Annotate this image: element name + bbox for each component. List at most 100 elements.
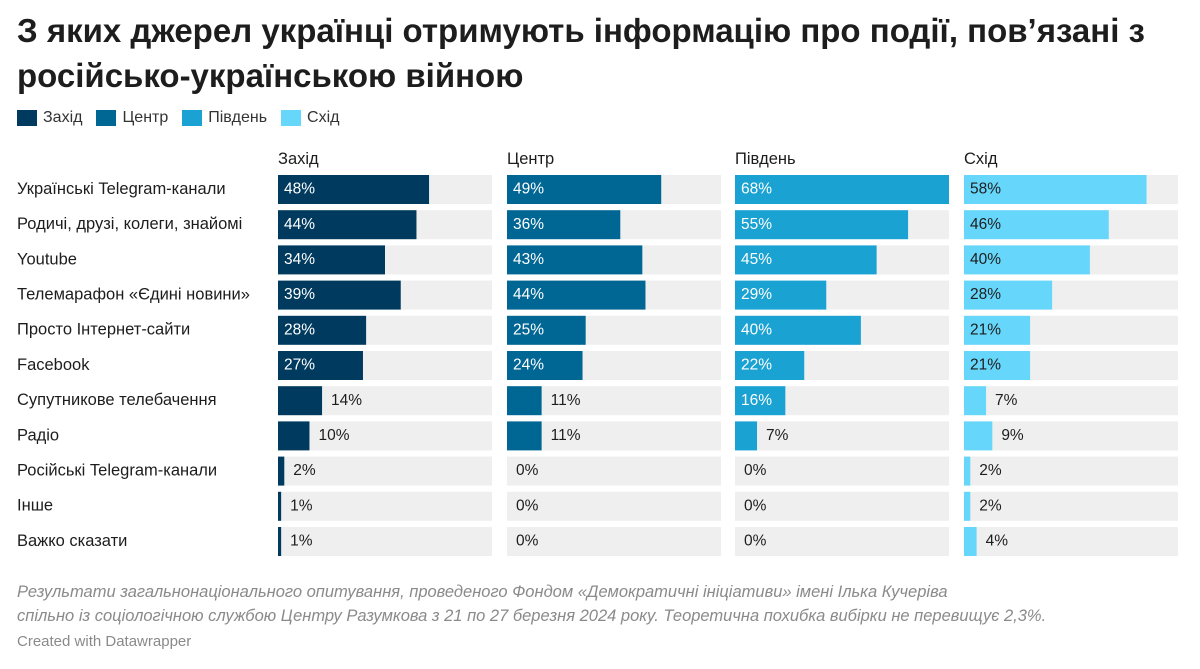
- bar-chart: Українські Telegram-канали Родичі, друзі,…: [0, 140, 1200, 570]
- bar: [278, 351, 363, 380]
- bar: [507, 175, 662, 204]
- value-label: 40%: [970, 251, 1001, 268]
- value-label: 39%: [284, 286, 315, 303]
- bar-background: [735, 527, 949, 556]
- legend: Захід Центр Південь Схід: [17, 107, 353, 129]
- value-label: 7%: [766, 427, 789, 444]
- bar: [964, 315, 1031, 345]
- legend-label-skhid: Схід: [307, 109, 340, 126]
- value-label: 43%: [513, 251, 544, 268]
- value-label: 1%: [290, 497, 313, 514]
- bar-background: [964, 491, 1178, 521]
- value-label: 25%: [513, 321, 544, 338]
- legend-item-zakhid: Захід: [17, 109, 82, 127]
- bar: [735, 175, 949, 204]
- value-label: 21%: [970, 321, 1001, 338]
- bar-background: [964, 456, 1178, 486]
- bar: [507, 386, 542, 416]
- legend-swatch-tsentr: [96, 110, 117, 126]
- legend-item-tsentr: Центр: [96, 109, 168, 127]
- bar: [735, 245, 877, 275]
- value-label: 24%: [513, 357, 544, 374]
- bar: [278, 421, 310, 451]
- panel-header: Південь: [735, 150, 796, 168]
- bar: [964, 386, 987, 416]
- bar: [735, 210, 909, 240]
- legend-label-pivden: Південь: [208, 109, 268, 126]
- value-label: 0%: [744, 497, 767, 514]
- bar: [964, 175, 1147, 204]
- value-label: 29%: [741, 286, 772, 303]
- value-label: 22%: [741, 357, 772, 374]
- bar-background: [964, 421, 1178, 451]
- bar-background: [507, 491, 721, 521]
- bar-background: [278, 421, 492, 451]
- value-label: 44%: [513, 286, 544, 303]
- value-label: 44%: [284, 216, 315, 233]
- value-label: 11%: [551, 427, 581, 444]
- bar: [278, 491, 282, 521]
- value-label: 49%: [513, 181, 544, 198]
- category-label: Супутникове телебачення: [17, 391, 217, 409]
- panel-header: Центр: [507, 150, 554, 168]
- value-label: 16%: [741, 392, 772, 409]
- bar-background: [735, 456, 949, 486]
- bar-background: [964, 527, 1178, 556]
- bar: [278, 456, 285, 486]
- value-label: 11%: [551, 392, 581, 409]
- bar-background: [507, 456, 721, 486]
- value-label: 7%: [995, 392, 1018, 409]
- bar-background: [278, 456, 492, 486]
- bar: [964, 210, 1109, 240]
- value-label: 55%: [741, 216, 772, 233]
- bar: [964, 245, 1090, 275]
- bar: [507, 210, 621, 240]
- value-label: 58%: [970, 181, 1001, 198]
- value-label: 0%: [744, 533, 767, 550]
- chart-svg: Українські Telegram-канали Родичі, друзі,…: [17, 150, 1178, 556]
- value-label: 28%: [970, 286, 1001, 303]
- bar: [964, 527, 977, 556]
- value-label: 0%: [516, 462, 539, 479]
- bar: [507, 351, 583, 380]
- note-line-1: Результати загальнонаціонального опитува…: [17, 583, 948, 601]
- value-label: 10%: [318, 427, 349, 444]
- value-label: 14%: [331, 392, 362, 409]
- legend-label-zakhid: Захід: [43, 109, 83, 126]
- category-label: Радіо: [17, 426, 59, 444]
- value-label: 40%: [741, 321, 772, 338]
- bar: [278, 175, 430, 204]
- category-label: Родичі, друзі, колеги, знайомі: [17, 215, 242, 233]
- category-label: Українські Telegram-канали: [17, 180, 226, 198]
- bar: [735, 315, 861, 345]
- value-label: 0%: [744, 462, 767, 479]
- value-label: 27%: [284, 357, 315, 374]
- category-label: Facebook: [17, 356, 90, 374]
- bar-background: [507, 527, 721, 556]
- value-label: 2%: [979, 462, 1002, 479]
- value-label: 1%: [290, 533, 313, 550]
- value-label: 48%: [284, 181, 315, 198]
- value-label: 34%: [284, 251, 315, 268]
- panel-header: Захід: [278, 150, 319, 168]
- bar: [735, 386, 786, 416]
- bar-background: [278, 491, 492, 521]
- value-label: 2%: [293, 462, 316, 479]
- bar-background: [964, 386, 1178, 416]
- value-label: 2%: [979, 497, 1002, 514]
- legend-swatch-skhid: [281, 110, 302, 126]
- category-label: Youtube: [17, 250, 77, 268]
- bar: [507, 245, 643, 275]
- legend-swatch-zakhid: [17, 110, 37, 126]
- value-label: 28%: [284, 321, 315, 338]
- value-label: 45%: [741, 251, 772, 268]
- value-label: 46%: [970, 216, 1001, 233]
- category-label: Інше: [17, 497, 53, 515]
- bar: [964, 456, 971, 486]
- bar: [735, 351, 805, 380]
- legend-label-tsentr: Центр: [122, 109, 169, 126]
- bar: [964, 351, 1031, 380]
- category-label: Телемарафон «Єдині новини»: [17, 285, 250, 303]
- bar-background: [507, 386, 721, 416]
- bar: [507, 280, 646, 310]
